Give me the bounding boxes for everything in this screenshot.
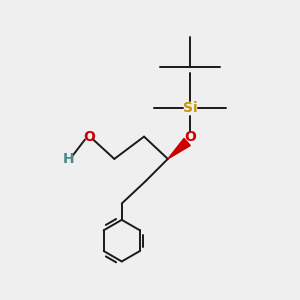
Text: O: O xyxy=(83,130,95,144)
Text: O: O xyxy=(184,130,196,144)
Text: H: H xyxy=(62,152,74,166)
Polygon shape xyxy=(168,138,190,159)
Text: Si: Si xyxy=(183,101,197,116)
